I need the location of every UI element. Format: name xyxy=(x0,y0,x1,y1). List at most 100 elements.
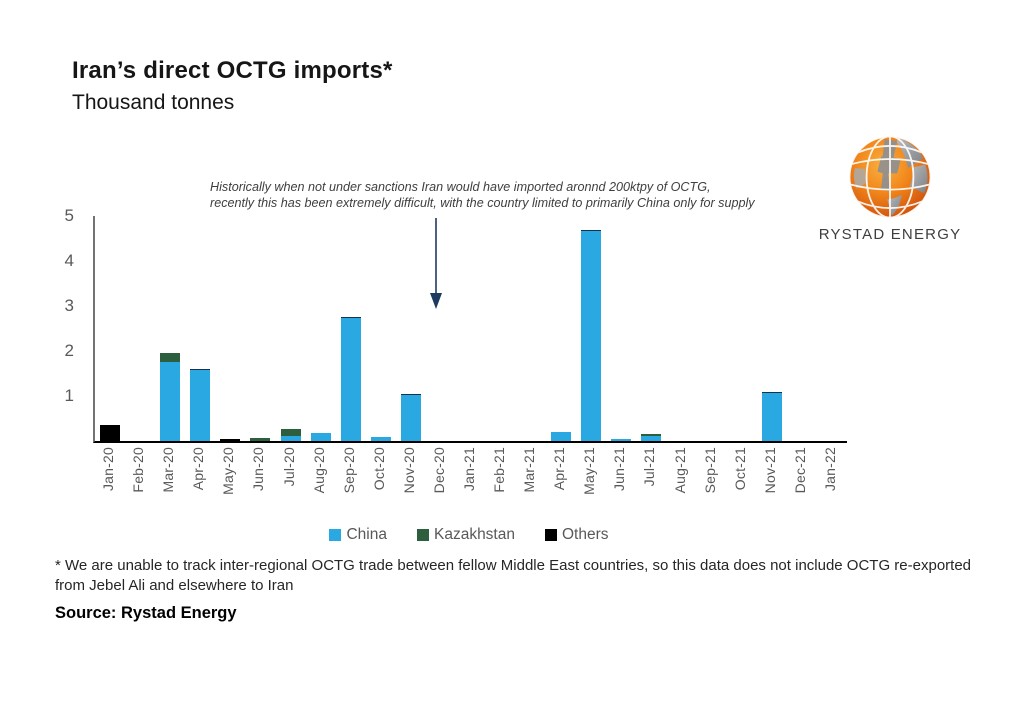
bar-stack xyxy=(400,393,421,441)
bar-column-aug-21 xyxy=(666,216,696,441)
y-axis-tick-label: 2 xyxy=(64,341,74,360)
bar-stack xyxy=(641,434,662,441)
x-axis-label-cell: Sep-21 xyxy=(695,447,725,525)
x-axis-label-cell: Nov-20 xyxy=(394,447,424,525)
x-axis-label: Jun-20 xyxy=(250,447,267,492)
x-axis-label-cell: Jan-21 xyxy=(454,447,484,525)
x-axis-label: May-21 xyxy=(581,447,598,495)
bar-column-apr-20 xyxy=(185,216,215,441)
x-axis-label-cell: Jan-22 xyxy=(815,447,845,525)
x-axis-label-cell: Mar-20 xyxy=(153,447,183,525)
bar-column-oct-21 xyxy=(727,216,757,441)
x-axis-label-cell: Oct-21 xyxy=(725,447,755,525)
bar-column-jun-21 xyxy=(606,216,636,441)
bar-segment-china xyxy=(641,435,662,441)
x-axis-label: Mar-21 xyxy=(521,447,538,493)
x-axis-label-cell: Dec-21 xyxy=(785,447,815,525)
x-axis-label: Feb-21 xyxy=(491,447,508,493)
x-axis-label-cell: Mar-21 xyxy=(514,447,544,525)
x-axis-label: Jun-21 xyxy=(611,447,628,492)
bar-segment-china xyxy=(370,437,391,441)
bar-segment-kazakhstan xyxy=(641,434,662,436)
bar-stack xyxy=(611,438,632,441)
x-axis-label-cell: Sep-20 xyxy=(334,447,364,525)
page-subtitle: Thousand tonnes xyxy=(72,91,235,114)
bar-stack xyxy=(280,428,301,441)
annotation-line-2: recently this has been extremely difficu… xyxy=(210,196,755,211)
x-axis-label-cell: Jun-20 xyxy=(243,447,273,525)
y-axis-tick-label: 4 xyxy=(64,251,74,270)
bar-stack xyxy=(310,433,331,441)
source-line: Source: Rystad Energy xyxy=(55,604,237,622)
x-axis-label: Jan-20 xyxy=(100,447,117,492)
bar-column-jan-20 xyxy=(95,216,125,441)
bar-column-jan-22 xyxy=(817,216,847,441)
bar-column-feb-21 xyxy=(486,216,516,441)
bar-column-nov-21 xyxy=(757,216,787,441)
logo-wordmark: RYSTAD ENERGY xyxy=(818,226,962,243)
x-axis-label: Aug-20 xyxy=(310,447,327,494)
x-axis-label: Apr-21 xyxy=(551,447,568,491)
bar-stack xyxy=(340,317,361,441)
y-axis-tick-label: 3 xyxy=(64,296,74,315)
bar-column-jul-21 xyxy=(636,216,666,441)
plot-area xyxy=(93,216,847,443)
bar-stack xyxy=(370,437,391,441)
bar-segment-others xyxy=(100,425,121,441)
x-axis-label-cell: Feb-21 xyxy=(484,447,514,525)
bar-column-mar-21 xyxy=(516,216,546,441)
bar-stack xyxy=(250,437,271,441)
bar-stack xyxy=(761,391,782,441)
x-axis-label: Sep-20 xyxy=(340,447,357,494)
x-axis: Jan-20 Feb-20 Mar-20 Apr-20 May-20 Jun-20 Jul-… xyxy=(93,447,845,525)
bar-column-apr-21 xyxy=(546,216,576,441)
bar-column-nov-20 xyxy=(396,216,426,441)
x-axis-label-cell: Jun-21 xyxy=(604,447,634,525)
x-axis-label: Apr-20 xyxy=(190,447,207,491)
chart-annotation: Historically when not under sanctions Ir… xyxy=(210,179,795,211)
globe-icon xyxy=(848,135,932,219)
bar-column-feb-20 xyxy=(125,216,155,441)
x-axis-label-cell: Jan-20 xyxy=(93,447,123,525)
footnote: * We are unable to track inter-regional … xyxy=(55,557,972,594)
chart-legend: China Kazakhstan Others xyxy=(93,526,845,544)
bar-column-may-21 xyxy=(576,216,606,441)
x-axis-label-cell: Aug-20 xyxy=(304,447,334,525)
bar-column-dec-20 xyxy=(426,216,456,441)
bar-segment-china xyxy=(400,393,421,441)
bar-stack xyxy=(581,229,602,441)
bar-segment-china xyxy=(160,362,181,441)
bar-column-mar-20 xyxy=(155,216,185,441)
x-axis-label-cell: May-20 xyxy=(213,447,243,525)
x-axis-label-cell: Aug-21 xyxy=(664,447,694,525)
bar-segment-others xyxy=(220,439,241,441)
bar-column-jul-20 xyxy=(275,216,305,441)
bar-segment-kazakhstan xyxy=(250,437,271,441)
legend-label: Others xyxy=(561,526,609,543)
bar-column-aug-20 xyxy=(306,216,336,441)
legend-item-kazakhstan: Kazakhstan xyxy=(416,526,515,544)
legend-item-china: China xyxy=(329,526,387,544)
x-axis-label-cell: Apr-20 xyxy=(183,447,213,525)
y-axis-tick-label: 5 xyxy=(64,206,74,225)
x-axis-label: Sep-21 xyxy=(701,447,718,494)
bar-segment-china xyxy=(581,229,602,441)
x-axis-label-cell: Apr-21 xyxy=(544,447,574,525)
bar-column-jun-20 xyxy=(245,216,275,441)
bar-segment-china xyxy=(280,435,301,441)
bar-stack xyxy=(190,369,211,441)
annotation-arrow-icon xyxy=(430,218,442,309)
x-axis-label: Oct-21 xyxy=(731,447,748,491)
x-axis-label-cell: Feb-20 xyxy=(123,447,153,525)
bar-segment-kazakhstan xyxy=(280,428,301,436)
x-axis-label: Aug-21 xyxy=(671,447,688,494)
legend-label: Kazakhstan xyxy=(433,526,515,543)
x-axis-label: Nov-21 xyxy=(761,447,778,494)
y-axis: 1 2 3 4 5 xyxy=(38,207,82,441)
x-axis-label: Oct-20 xyxy=(370,447,387,491)
page-title: Iran’s direct OCTG imports* xyxy=(72,57,393,84)
x-axis-label: Jan-21 xyxy=(460,447,477,492)
legend-swatch xyxy=(329,529,342,541)
bar-stack xyxy=(551,432,572,441)
